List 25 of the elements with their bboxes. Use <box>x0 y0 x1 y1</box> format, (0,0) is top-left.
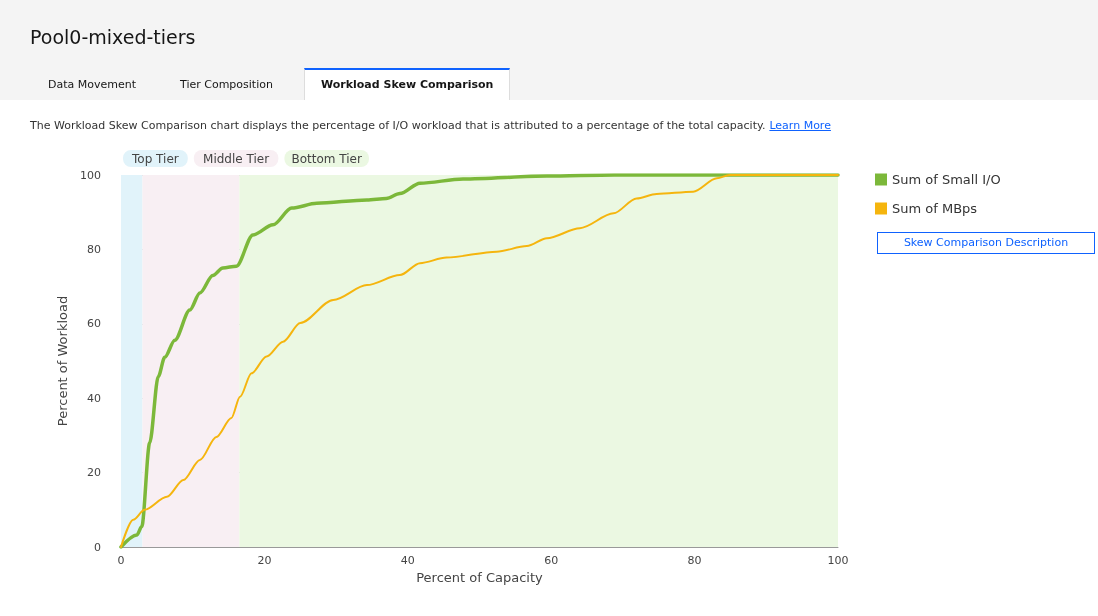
chart-title: Pool0-mixed-tiers <box>30 26 196 48</box>
legend-label: Sum of MBps <box>892 201 978 216</box>
y-tick-label: 60 <box>87 317 101 331</box>
text: Tier Composition <box>179 77 274 93</box>
x-tick-label: 40 <box>400 554 415 567</box>
band-label: Top Tier <box>131 151 179 166</box>
x-axis-title: Percent of Capacity <box>416 569 544 585</box>
text: Skew Comparison Description <box>877 232 1095 254</box>
chart-subtitle: The Workload Skew Comparison chart displays the percentage of I/O workload that is attributed to a percentage of the total capacity. <box>30 119 766 132</box>
y-tick-label: 100 <box>80 168 101 182</box>
y-tick-label: 20 <box>87 466 101 480</box>
x-tick-label: 0 <box>117 554 125 567</box>
y-tick-label: 0 <box>94 540 101 554</box>
band-label: Middle Tier <box>203 151 270 166</box>
y-tick-label: 40 <box>87 391 101 405</box>
x-tick-label: 80 <box>687 554 702 567</box>
y-axis-title: Percent of Workload <box>55 295 71 427</box>
x-tick-label: 100 <box>827 554 849 567</box>
text: Data Movement <box>47 77 138 93</box>
x-tick-label: 60 <box>544 554 559 567</box>
legend-label: Sum of Small I/O <box>892 172 1001 187</box>
y-tick-label: 80 <box>87 242 101 256</box>
x-tick-label: 20 <box>257 554 272 567</box>
band-label: Bottom Tier <box>291 151 362 166</box>
text: Learn More <box>769 119 831 132</box>
